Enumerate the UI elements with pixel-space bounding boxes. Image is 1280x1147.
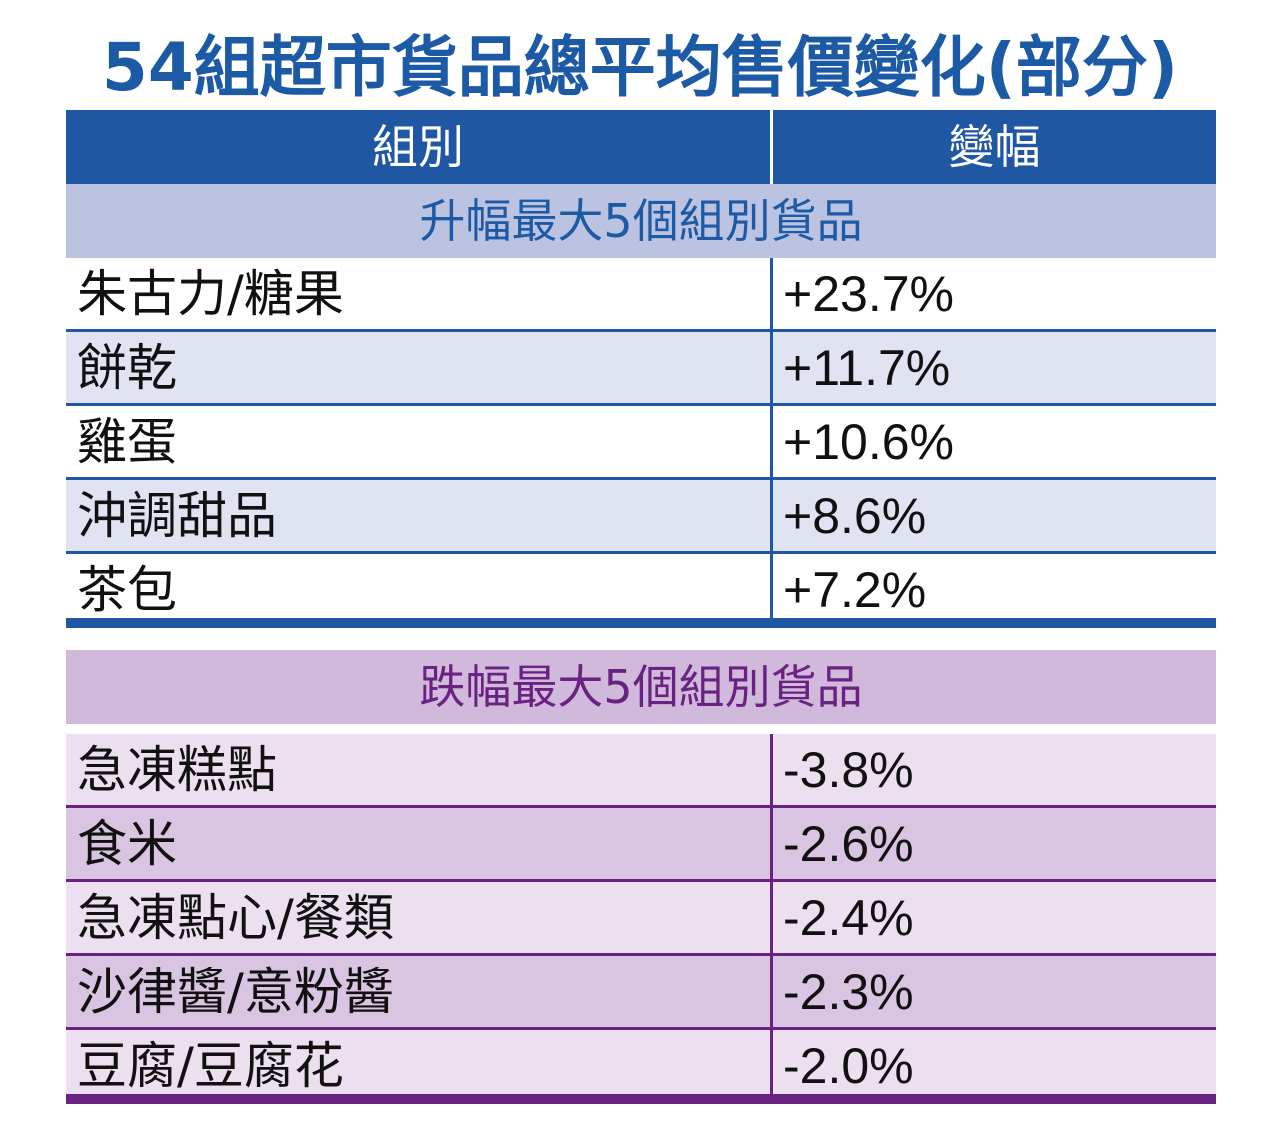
- row-change-value: +10.6%: [783, 414, 954, 470]
- row-group-label: 食米: [66, 808, 773, 879]
- table-row: 沙律醬/意粉醬 -2.3%: [66, 956, 1216, 1030]
- rise-rows: 朱古力/糖果 +23.7% 餅乾 +11.7% 雞蛋 +10.6% 沖調甜品 +8.6% 茶包 +…: [66, 258, 1216, 628]
- row-group-label: 沖調甜品: [66, 480, 773, 551]
- table-row: 沖調甜品 +8.6%: [66, 480, 1216, 554]
- row-change-value: -2.3%: [783, 964, 914, 1020]
- section-header-fall: 跌幅最大5個組別貨品: [66, 650, 1216, 724]
- row-change-value: -2.0%: [783, 1038, 914, 1094]
- table-row: 豆腐/豆腐花 -2.0%: [66, 1030, 1216, 1104]
- row-change-value: -2.4%: [783, 890, 914, 946]
- table-header: 組別 變幅: [66, 110, 1216, 184]
- section-header-rise: 升幅最大5個組別貨品: [66, 184, 1216, 258]
- table-row: 餅乾 +11.7%: [66, 332, 1216, 406]
- table-row: 急凍點心/餐類 -2.4%: [66, 882, 1216, 956]
- row-group-label: 急凍點心/餐類: [66, 882, 773, 953]
- row-change-value: -2.6%: [783, 816, 914, 872]
- fall-rows: 急凍糕點 -3.8% 食米 -2.6% 急凍點心/餐類 -2.4% 沙律醬/意粉醬 -2.3%…: [66, 734, 1216, 1104]
- table-row: 雞蛋 +10.6%: [66, 406, 1216, 480]
- row-change-value: +8.6%: [783, 488, 927, 544]
- row-change-value: +11.7%: [783, 340, 951, 396]
- table-row: 朱古力/糖果 +23.7%: [66, 258, 1216, 332]
- row-change-value: +7.2%: [783, 562, 927, 618]
- row-change-value: +23.7%: [783, 266, 954, 322]
- table-row: 食米 -2.6%: [66, 808, 1216, 882]
- row-group-label: 沙律醬/意粉醬: [66, 956, 773, 1027]
- row-group-label: 茶包: [66, 554, 773, 619]
- table-row: 茶包 +7.2%: [66, 554, 1216, 628]
- column-header-group: 組別: [66, 110, 773, 184]
- row-group-label: 豆腐/豆腐花: [66, 1030, 773, 1095]
- chart-title: 54組超市貨品總平均售價變化(部分): [101, 29, 1179, 106]
- row-group-label: 急凍糕點: [66, 734, 773, 805]
- row-group-label: 餅乾: [66, 332, 773, 403]
- row-group-label: 朱古力/糖果: [66, 258, 773, 329]
- row-change-value: -3.8%: [783, 742, 914, 798]
- column-header-change: 變幅: [948, 120, 1041, 174]
- row-group-label: 雞蛋: [66, 406, 773, 477]
- table-row: 急凍糕點 -3.8%: [66, 734, 1216, 808]
